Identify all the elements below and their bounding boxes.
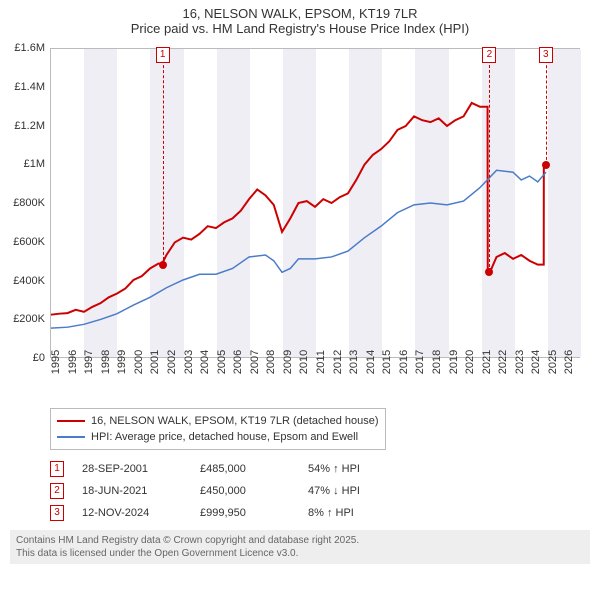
x-tick-label: 2016 — [398, 350, 410, 374]
legend-row: 16, NELSON WALK, EPSOM, KT19 7LR (detach… — [57, 413, 379, 429]
marker-dot — [159, 261, 167, 269]
event-pct: 47% ↓ HPI — [308, 485, 418, 497]
x-tick-label: 2003 — [183, 350, 195, 374]
x-tick-label: 2009 — [282, 350, 294, 374]
event-price: £485,000 — [200, 463, 290, 475]
x-tick-label: 2019 — [448, 350, 460, 374]
x-tick-label: 2022 — [497, 350, 509, 374]
x-tick-label: 2012 — [332, 350, 344, 374]
plot-region: 123 — [50, 48, 580, 358]
marker-line — [163, 55, 164, 265]
event-row: 3 12-NOV-2024 £999,950 8% ↑ HPI — [50, 502, 590, 524]
y-tick-label: £600K — [0, 236, 45, 248]
event-list: 1 28-SEP-2001 £485,000 54% ↑ HPI 2 18-JUN-202… — [50, 458, 590, 524]
y-tick-label: £1.4M — [0, 81, 45, 93]
event-pct: 54% ↑ HPI — [308, 463, 418, 475]
x-tick-label: 2007 — [249, 350, 261, 374]
x-tick-label: 2020 — [464, 350, 476, 374]
x-tick-label: 1997 — [83, 350, 95, 374]
marker-line — [546, 55, 547, 165]
x-tick-label: 2001 — [149, 350, 161, 374]
legend-swatch — [57, 420, 85, 422]
x-tick-label: 2017 — [414, 350, 426, 374]
event-date: 28-SEP-2001 — [82, 463, 182, 475]
x-tick-label: 2011 — [315, 350, 327, 374]
chart-title-block: 16, NELSON WALK, EPSOM, KT19 7LR Price p… — [0, 0, 600, 38]
x-tick-label: 1998 — [100, 350, 112, 374]
chart-title-line1: 16, NELSON WALK, EPSOM, KT19 7LR — [10, 6, 590, 21]
x-tick-label: 2013 — [348, 350, 360, 374]
x-tick-label: 2010 — [298, 350, 310, 374]
event-marker-box: 1 — [50, 461, 64, 477]
chart-title-line2: Price paid vs. HM Land Registry's House … — [10, 21, 590, 36]
x-axis-ticks: 1995199619971998199920002001200220032004… — [50, 360, 580, 408]
series-line-hpi — [51, 170, 546, 328]
legend-row: HPI: Average price, detached house, Epso… — [57, 429, 379, 445]
x-tick-label: 2000 — [133, 350, 145, 374]
y-tick-label: £0 — [0, 352, 45, 364]
x-tick-label: 2014 — [365, 350, 377, 374]
footer-line1: Contains HM Land Registry data © Crown c… — [16, 534, 584, 547]
marker-line — [489, 55, 490, 272]
event-price: £999,950 — [200, 507, 290, 519]
x-tick-label: 2005 — [216, 350, 228, 374]
y-tick-label: £1.2M — [0, 120, 45, 132]
footer-attribution: Contains HM Land Registry data © Crown c… — [10, 530, 590, 564]
chart-legend: 16, NELSON WALK, EPSOM, KT19 7LR (detach… — [50, 408, 386, 450]
event-marker-box: 3 — [50, 505, 64, 521]
x-tick-label: 2018 — [431, 350, 443, 374]
marker-dot — [485, 268, 493, 276]
x-tick-label: 2008 — [265, 350, 277, 374]
legend-label: HPI: Average price, detached house, Epso… — [91, 431, 358, 443]
x-tick-label: 2023 — [514, 350, 526, 374]
event-price: £450,000 — [200, 485, 290, 497]
x-tick-label: 1995 — [50, 350, 62, 374]
x-tick-label: 2004 — [199, 350, 211, 374]
event-date: 12-NOV-2024 — [82, 507, 182, 519]
event-marker-box: 2 — [50, 483, 64, 499]
legend-label: 16, NELSON WALK, EPSOM, KT19 7LR (detach… — [91, 415, 379, 427]
x-tick-label: 2026 — [563, 350, 575, 374]
chart-area: £0 £200K £400K £600K £800K £1M £1.2M £1.4M £1.6M… — [0, 38, 600, 408]
series-line-price_paid — [51, 103, 546, 315]
event-pct: 8% ↑ HPI — [308, 507, 418, 519]
chart-lines-svg — [51, 49, 579, 357]
x-tick-label: 2024 — [530, 350, 542, 374]
x-tick-label: 1999 — [116, 350, 128, 374]
y-tick-label: £1M — [0, 158, 45, 170]
legend-swatch — [57, 436, 85, 438]
x-tick-label: 2006 — [232, 350, 244, 374]
y-tick-label: £1.6M — [0, 42, 45, 54]
x-tick-label: 2015 — [381, 350, 393, 374]
x-tick-label: 2002 — [166, 350, 178, 374]
event-date: 18-JUN-2021 — [82, 485, 182, 497]
event-row: 1 28-SEP-2001 £485,000 54% ↑ HPI — [50, 458, 590, 480]
y-axis-ticks: £0£200K£400K£600K£800K£1M£1.2M£1.4M£1.6M — [0, 48, 48, 358]
x-tick-label: 1996 — [67, 350, 79, 374]
y-tick-label: £200K — [0, 313, 45, 325]
y-tick-label: £400K — [0, 275, 45, 287]
y-tick-label: £800K — [0, 197, 45, 209]
x-tick-label: 2021 — [481, 350, 493, 374]
event-row: 2 18-JUN-2021 £450,000 47% ↓ HPI — [50, 480, 590, 502]
footer-line2: This data is licensed under the Open Gov… — [16, 547, 584, 560]
marker-dot — [542, 161, 550, 169]
x-tick-label: 2025 — [547, 350, 559, 374]
